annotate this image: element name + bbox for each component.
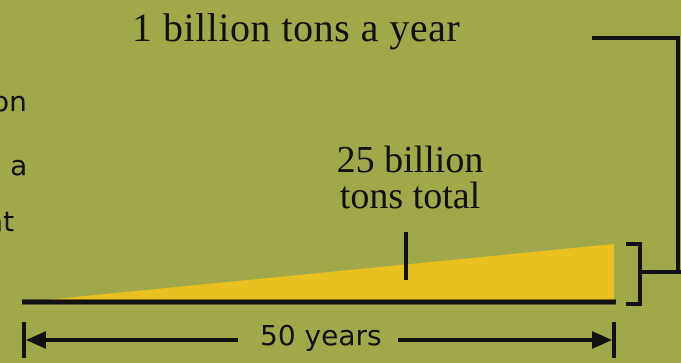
total-label-line-1: 25 billion — [336, 139, 484, 181]
cut-off-text-line-3: at — [0, 205, 15, 238]
cut-off-text-line-1: on — [0, 85, 27, 118]
height-bracket — [626, 242, 642, 306]
total-label: 25 billion tons total — [290, 139, 530, 217]
duration-arrow-left-head — [26, 331, 46, 349]
duration-label: 50 years — [260, 319, 382, 352]
duration-arrow-right-head — [592, 331, 612, 349]
cut-off-text-line-2: e a — [0, 149, 28, 182]
rate-label: 1 billion tons a year — [132, 5, 461, 50]
total-label-line-2: tons total — [339, 175, 481, 217]
accumulation-wedge — [24, 244, 614, 302]
